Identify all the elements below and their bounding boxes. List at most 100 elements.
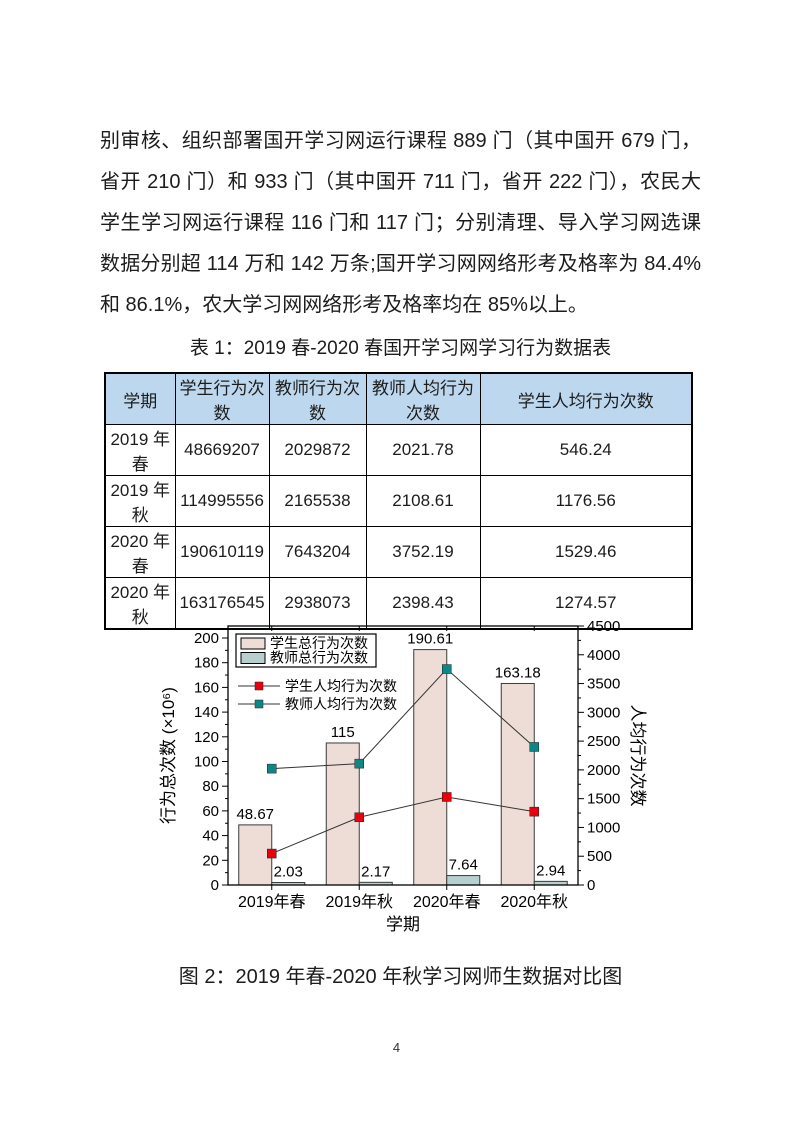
table-header-cell: 教师人均行为次数	[365, 372, 481, 425]
combo-chart: 0 20 40 60 80 100 120 140 160 180 200 0 500 1000 1500 2…	[158, 610, 658, 948]
left-axis-tick-label: 0	[211, 877, 219, 894]
marker-square	[442, 792, 452, 802]
bar-value-label: 2.03	[274, 863, 303, 880]
left-axis-tick-label: 80	[202, 778, 219, 795]
table-cell: 2019 年春	[104, 424, 176, 476]
table-cell: 163176545	[174, 577, 270, 630]
table-row: 2019 年秋 114995556 2165538 2108.61 1176.56	[104, 475, 693, 527]
table-cell: 48669207	[174, 424, 270, 476]
line-student-percapita	[271, 796, 535, 855]
x-axis-category-label: 2019年春	[238, 893, 306, 911]
table-cell: 2021.78	[365, 424, 481, 476]
table-header-cell: 教师行为次数	[268, 372, 367, 425]
bar-student-total	[238, 824, 273, 886]
left-axis-tick-label: 40	[202, 828, 219, 845]
left-axis-tick-label: 180	[194, 655, 219, 672]
table-cell: 2020 年春	[104, 526, 176, 578]
table-cell: 190610119	[174, 526, 270, 578]
legend-label: 教师总行为次数	[270, 650, 368, 666]
left-axis-tick-label: 200	[194, 630, 219, 647]
left-axis-tick-label: 20	[202, 852, 219, 869]
table-cell: 114995556	[174, 475, 270, 527]
right-axis-tick-label: 2500	[587, 733, 620, 750]
body-paragraph: 别审核、组织部署国开学习网运行课程 889 门（其中国开 679 门， 省开 2…	[100, 121, 701, 326]
table-row: 2020 年春 190610119 7643204 3752.19 1529.46	[104, 526, 693, 578]
table-cell: 2020 年秋	[104, 577, 176, 630]
behavior-data-table: 学期 学生行为次数 教师行为次数 教师人均行为次数 学生人均行为次数 2019 年春 48…	[104, 372, 693, 630]
legend-label: 学生人均行为次数	[285, 678, 397, 694]
chart-canvas: 0204060801001201401601802000500100015002…	[159, 618, 647, 934]
table-cell: 2398.43	[365, 577, 481, 630]
bar-student-total	[500, 682, 535, 886]
table-cell: 2108.61	[365, 475, 481, 527]
right-axis-tick-label: 0	[587, 877, 595, 894]
table-cell: 7643204	[268, 526, 367, 578]
marker-square	[354, 758, 364, 769]
left-axis-tick-label: 100	[194, 754, 219, 771]
bar-value-label: 48.67	[236, 806, 274, 823]
table-cell: 2019 年秋	[104, 475, 176, 527]
right-axis-tick-label: 4000	[587, 647, 620, 664]
table-cell: 1176.56	[479, 475, 693, 527]
table-cell: 1274.57	[479, 577, 693, 630]
bar-value-label: 163.18	[495, 664, 541, 681]
bar-value-label: 115	[331, 724, 355, 741]
paragraph-line: 省开 210 门）和 933 门（其中国开 711 门，省开 222 门），农民…	[100, 171, 701, 193]
legend-marker	[254, 681, 264, 691]
left-axis-tick-label: 60	[202, 803, 219, 820]
x-axis-title: 学期	[386, 915, 420, 934]
bar-student-total	[413, 649, 448, 886]
right-axis-title: 人均行为次数	[628, 705, 647, 807]
table-row: 2019 年春 48669207 2029872 2021.78 546.24	[104, 424, 693, 476]
legend-label: 教师人均行为次数	[285, 696, 397, 712]
right-axis-tick-label: 1500	[587, 791, 620, 808]
legend-swatch	[240, 637, 266, 650]
line-teacher-percapita	[271, 668, 535, 770]
marker-square	[529, 742, 539, 752]
paragraph-line: 别审核、组织部署国开学习网运行课程 889 门（其中国开 679 门，	[100, 130, 701, 152]
bar-value-label: 7.64	[449, 857, 478, 874]
marker-square	[354, 812, 364, 823]
bar-value-label: 2.17	[361, 863, 390, 880]
table-row: 2020 年秋 163176545 2938073 2398.43 1274.57	[104, 577, 693, 630]
table-header-cell: 学生人均行为次数	[479, 372, 693, 425]
paragraph-line: 数据分别超 114 万和 142 万条;国开学习网网络形考及格率为 84.4%	[100, 253, 701, 275]
table-cell: 1529.46	[479, 526, 693, 578]
table-cell: 3752.19	[365, 526, 481, 578]
paragraph-line: 学生学习网运行课程 116 门和 117 门；分别清理、导入学习网选课	[100, 212, 701, 234]
right-axis-tick-label: 3000	[587, 704, 620, 721]
paragraph-line: 和 86.1%，农大学习网网络形考及格率均在 85%以上。	[100, 294, 588, 316]
right-axis-tick-label: 500	[587, 848, 612, 865]
right-axis-tick-label: 3500	[587, 676, 620, 693]
left-axis-tick-label: 160	[194, 679, 219, 696]
legend-label: 学生总行为次数	[270, 635, 368, 651]
marker-square	[529, 806, 539, 817]
marker-square	[267, 763, 277, 774]
x-axis-category-label: 2020年春	[413, 893, 481, 911]
marker-square	[267, 848, 277, 859]
bar-teacher-total	[446, 875, 481, 886]
table-cell: 2165538	[268, 475, 367, 527]
table-header-row: 学期 学生行为次数 教师行为次数 教师人均行为次数 学生人均行为次数	[104, 372, 693, 425]
table-cell: 546.24	[479, 424, 693, 476]
figure-caption: 图 2：2019 年春-2020 年秋学习网师生数据对比图	[178, 966, 623, 988]
legend-swatch	[240, 652, 266, 664]
table-header-cell: 学期	[104, 372, 176, 425]
bar-student-total	[325, 742, 360, 886]
table-cell: 2938073	[268, 577, 367, 630]
table-caption: 表 1：2019 春-2020 春国开学习网学习行为数据表	[189, 338, 612, 359]
left-axis-tick-label: 120	[194, 729, 219, 746]
page-number: 4	[392, 1040, 401, 1055]
right-axis-tick-label: 1000	[587, 819, 620, 836]
table-header-cell: 学生行为次数	[174, 372, 270, 425]
marker-square	[442, 664, 452, 674]
right-axis-tick-label: 4500	[587, 618, 620, 635]
legend-marker	[254, 699, 264, 709]
x-axis-category-label: 2020年秋	[500, 893, 568, 911]
bar-value-label: 2.94	[536, 862, 565, 879]
left-axis-title: 行为总次数 (×10⁶)	[159, 687, 178, 824]
table-cell: 2029872	[268, 424, 367, 476]
left-axis-tick-label: 140	[194, 704, 219, 721]
right-axis-tick-label: 2000	[587, 762, 620, 779]
